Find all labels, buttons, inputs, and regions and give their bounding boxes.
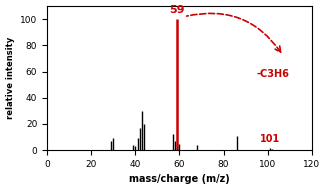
Text: -C3H6: -C3H6 (257, 69, 289, 79)
Text: 101: 101 (260, 134, 280, 144)
Text: 59: 59 (170, 5, 185, 15)
Y-axis label: relative intensity: relative intensity (6, 37, 15, 119)
X-axis label: mass/charge (m/z): mass/charge (m/z) (129, 174, 230, 184)
